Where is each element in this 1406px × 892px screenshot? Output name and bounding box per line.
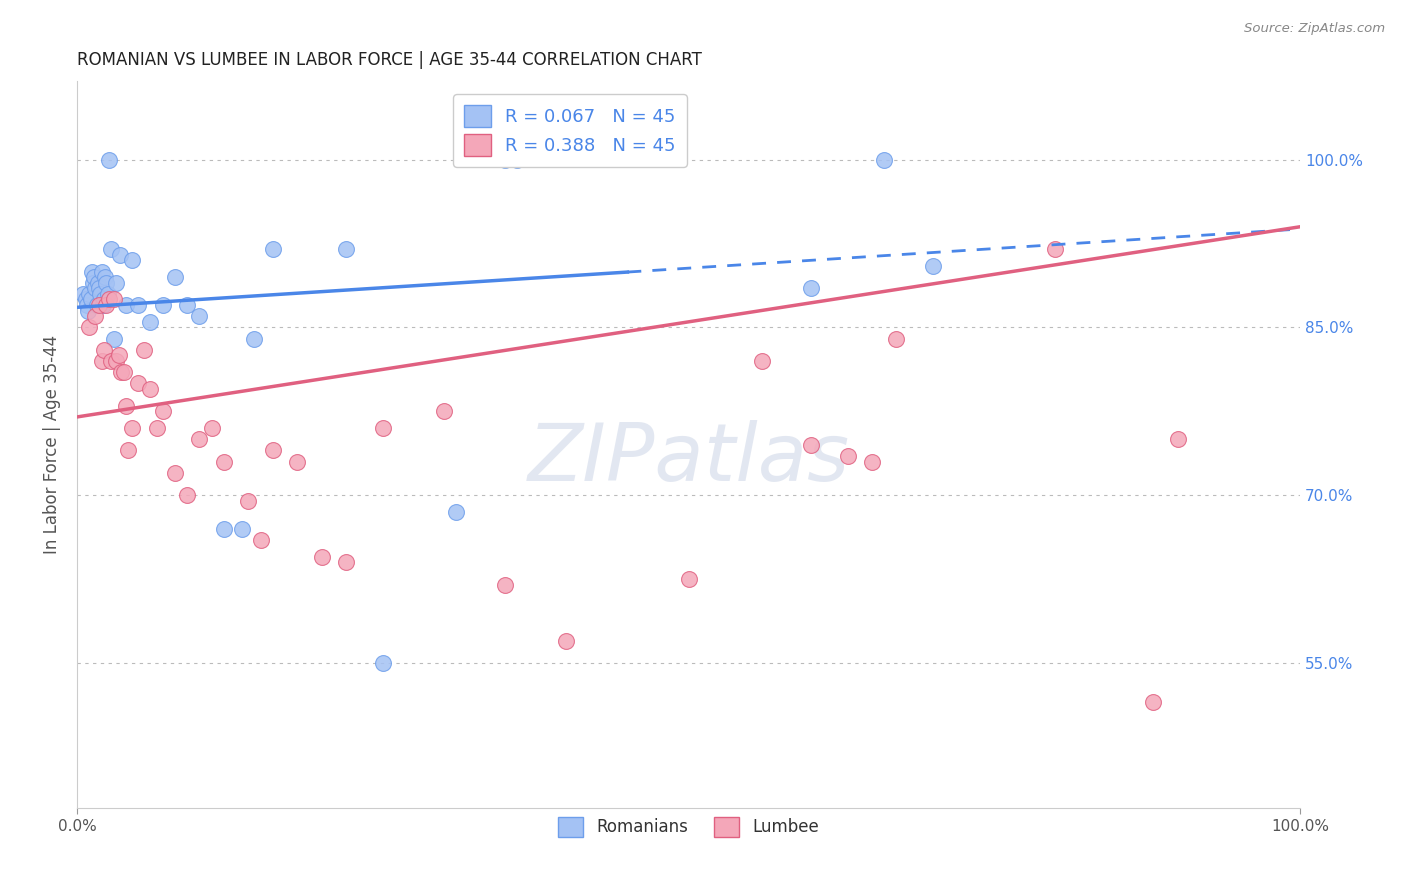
Point — [176, 298, 198, 312]
Point — [77, 303, 100, 318]
Point — [90, 354, 112, 368]
Point — [163, 466, 186, 480]
Point — [506, 153, 529, 167]
Point — [555, 633, 578, 648]
Point — [139, 315, 162, 329]
Point — [83, 270, 105, 285]
Point — [105, 276, 128, 290]
Point — [72, 286, 94, 301]
Point — [335, 555, 357, 569]
Point — [249, 533, 271, 547]
Point — [837, 449, 859, 463]
Point — [201, 421, 224, 435]
Point — [97, 293, 120, 307]
Point — [212, 455, 235, 469]
Point — [103, 293, 125, 307]
Point — [922, 259, 945, 273]
Point — [188, 310, 211, 324]
Point — [96, 298, 118, 312]
Point — [751, 354, 773, 368]
Point — [110, 365, 132, 379]
Point — [121, 253, 143, 268]
Point — [444, 505, 467, 519]
Point — [112, 365, 135, 379]
Point — [188, 432, 211, 446]
Point — [107, 348, 129, 362]
Point — [145, 421, 167, 435]
Point — [127, 376, 149, 391]
Point — [152, 404, 174, 418]
Point — [311, 549, 333, 564]
Point — [105, 354, 128, 368]
Point — [238, 493, 260, 508]
Point — [82, 276, 104, 290]
Point — [86, 298, 108, 312]
Point — [79, 293, 101, 307]
Point — [89, 286, 111, 301]
Point — [134, 343, 156, 357]
Point — [494, 578, 516, 592]
Point — [163, 270, 186, 285]
Legend: Romanians, Lumbee: Romanians, Lumbee — [551, 810, 825, 844]
Text: ROMANIAN VS LUMBEE IN LABOR FORCE | AGE 35-44 CORRELATION CHART: ROMANIAN VS LUMBEE IN LABOR FORCE | AGE … — [77, 51, 702, 69]
Point — [243, 332, 266, 346]
Point — [371, 421, 394, 435]
Point — [494, 153, 516, 167]
Point — [108, 248, 131, 262]
Point — [335, 242, 357, 256]
Point — [75, 293, 97, 307]
Point — [262, 242, 284, 256]
Point — [97, 153, 120, 167]
Point — [79, 320, 101, 334]
Point — [433, 404, 456, 418]
Point — [800, 438, 823, 452]
Point — [262, 443, 284, 458]
Point — [100, 354, 122, 368]
Point — [87, 298, 110, 312]
Point — [1045, 242, 1067, 256]
Point — [285, 455, 308, 469]
Point — [371, 656, 394, 670]
Point — [76, 298, 98, 312]
Text: Source: ZipAtlas.com: Source: ZipAtlas.com — [1244, 22, 1385, 36]
Point — [127, 298, 149, 312]
Point — [121, 421, 143, 435]
Point — [873, 153, 896, 167]
Point — [93, 343, 115, 357]
Point — [90, 264, 112, 278]
Point — [117, 443, 139, 458]
Point — [80, 264, 103, 278]
Point — [139, 382, 162, 396]
Point — [97, 286, 120, 301]
Point — [1167, 432, 1189, 446]
Point — [152, 298, 174, 312]
Point — [860, 455, 883, 469]
Point — [103, 332, 125, 346]
Point — [678, 572, 700, 586]
Y-axis label: In Labor Force | Age 35-44: In Labor Force | Age 35-44 — [44, 335, 60, 555]
Point — [94, 270, 117, 285]
Point — [115, 298, 138, 312]
Point — [231, 522, 253, 536]
Point — [1142, 695, 1164, 709]
Point — [100, 242, 122, 256]
Point — [84, 310, 107, 324]
Point — [79, 286, 101, 301]
Point — [93, 293, 115, 307]
Text: ZIPatlas: ZIPatlas — [527, 420, 849, 499]
Point — [212, 522, 235, 536]
Point — [800, 281, 823, 295]
Point — [87, 276, 110, 290]
Point — [87, 281, 110, 295]
Point — [176, 488, 198, 502]
Point — [91, 298, 114, 312]
Point — [115, 399, 138, 413]
Point — [886, 332, 908, 346]
Point — [84, 281, 107, 295]
Point — [96, 276, 118, 290]
